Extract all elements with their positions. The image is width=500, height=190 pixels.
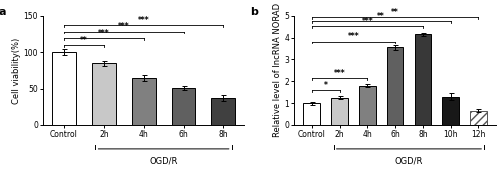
Bar	[442, 97, 459, 125]
Text: ***: ***	[334, 69, 345, 78]
Text: b: b	[250, 7, 258, 17]
Bar	[304, 103, 320, 125]
Y-axis label: Cell viability(%): Cell viability(%)	[12, 37, 21, 104]
Text: OGD/R: OGD/R	[150, 157, 178, 165]
Bar	[386, 48, 404, 125]
Y-axis label: Relative level of lncRNA NORAD: Relative level of lncRNA NORAD	[273, 3, 282, 137]
Bar	[331, 98, 348, 125]
Text: OGD/R: OGD/R	[395, 157, 423, 165]
Text: **: **	[378, 12, 385, 21]
Text: ***: ***	[138, 16, 149, 25]
Text: *: *	[324, 81, 328, 90]
Text: **: **	[80, 36, 88, 44]
Bar	[52, 52, 76, 125]
Bar	[359, 86, 376, 125]
Bar	[92, 63, 116, 125]
Bar	[470, 111, 486, 125]
Text: ***: ***	[348, 32, 359, 41]
Text: ***: ***	[98, 29, 110, 38]
Bar	[414, 34, 431, 125]
Text: ***: ***	[118, 22, 130, 31]
Bar	[212, 98, 236, 125]
Text: **: **	[391, 8, 399, 17]
Text: a: a	[0, 7, 6, 17]
Bar	[172, 88, 196, 125]
Text: ***: ***	[362, 17, 373, 26]
Bar	[132, 78, 156, 125]
